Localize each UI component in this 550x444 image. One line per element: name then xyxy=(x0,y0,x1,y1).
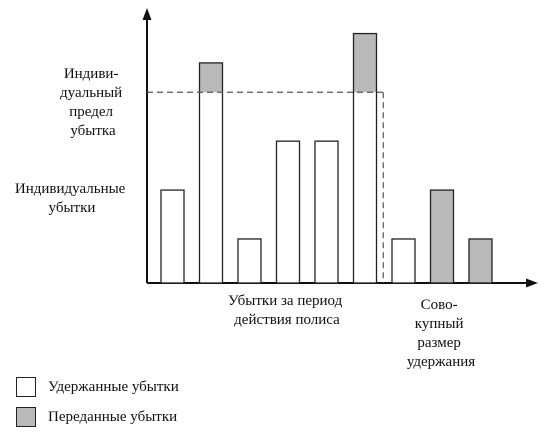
bar-8-transferred xyxy=(430,190,454,283)
individual-losses-label: Индивидуальные убытки xyxy=(15,181,129,216)
x-axis-arrow xyxy=(526,278,538,288)
bar-5-outline xyxy=(314,140,339,284)
bar-1-outline xyxy=(160,189,185,284)
legend-swatch-transferred xyxy=(16,407,36,427)
bar-5-retained xyxy=(315,141,338,283)
bar-2-retained xyxy=(199,92,223,283)
individual-limit-label: Индиви- дуальный предел убытка xyxy=(60,66,126,139)
bar-9-outline xyxy=(468,238,493,284)
y-axis-arrow xyxy=(142,8,152,20)
bar-6-outline xyxy=(352,32,378,284)
bar-9-transferred xyxy=(469,238,492,283)
bar-6-retained xyxy=(353,92,377,283)
bar-4-outline xyxy=(275,140,301,284)
legend-swatch-retained xyxy=(16,377,36,397)
legend-transferred: Переданные убытки xyxy=(16,407,177,427)
bar-3-outline xyxy=(237,238,262,284)
bar-2-outline xyxy=(198,62,224,284)
legend-label-retained: Удержанные убытки xyxy=(48,378,179,395)
period-losses-label: Убытки за период действия полиса xyxy=(228,293,346,328)
legend-retained: Удержанные убытки xyxy=(16,377,179,397)
bars-group xyxy=(160,32,493,284)
bar-2-transferred xyxy=(199,62,223,93)
bar-8-outline xyxy=(429,189,455,284)
bar-7-outline xyxy=(391,238,416,284)
bar-3-retained xyxy=(238,238,261,283)
aggregate-retention-label: Сово- купный размер удержания xyxy=(407,297,475,370)
bar-1-retained xyxy=(161,190,184,283)
bar-6-transferred xyxy=(353,33,377,93)
bar-7-retained xyxy=(392,238,415,283)
legend-label-transferred: Переданные убытки xyxy=(48,408,178,425)
bar-4-retained xyxy=(276,141,300,283)
loss-chart: Индиви- дуальный предел убытка Индивидуа… xyxy=(15,8,538,370)
